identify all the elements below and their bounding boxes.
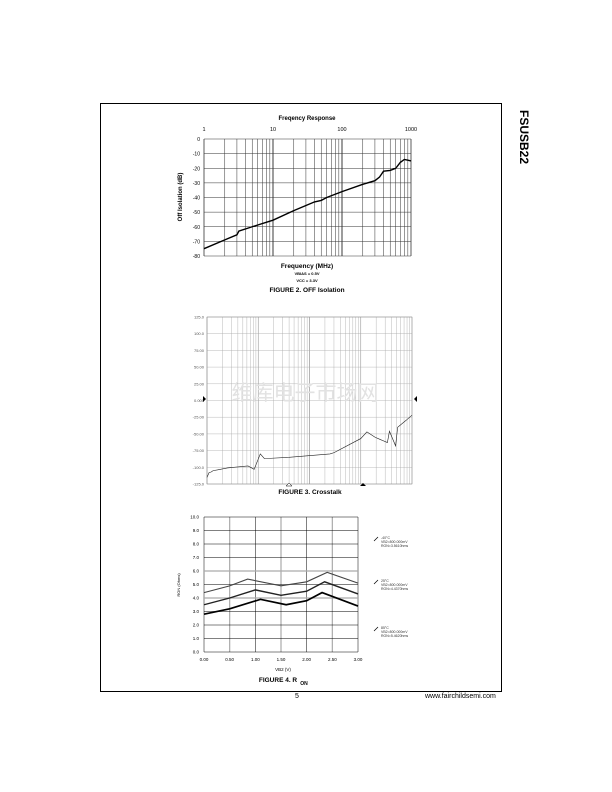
note-vbias: VBIAS = 0.5V bbox=[294, 271, 319, 276]
marker-left-icon bbox=[203, 396, 206, 402]
x-tick-label: 2.00 bbox=[302, 657, 311, 662]
x-axis-label: VB2 (V) bbox=[275, 667, 291, 672]
y-tick-label: -125.0 bbox=[193, 482, 205, 487]
marker-right-icon bbox=[414, 396, 417, 402]
y-tick-label: 75.00 bbox=[194, 348, 205, 353]
y-tick-label: 0 bbox=[197, 137, 200, 143]
series-line bbox=[203, 591, 359, 616]
y-tick-label: -50 bbox=[193, 210, 200, 216]
y-tick-label: 25.00 bbox=[194, 381, 205, 386]
figure-caption: FIGURE 4. R bbox=[259, 677, 298, 684]
x-tick-label: 2.50 bbox=[328, 657, 337, 662]
y-tick-label: 6.0 bbox=[193, 569, 200, 574]
y-tick-label: 100.0 bbox=[194, 331, 205, 336]
y-tick-label: -25.00 bbox=[193, 415, 205, 420]
legend-text: RON=4.4370hms bbox=[381, 587, 408, 591]
data-line bbox=[203, 158, 412, 250]
x-tick-label: 1.50 bbox=[277, 657, 286, 662]
x-tick-label: 3.00 bbox=[354, 657, 363, 662]
y-tick-label: 1.0 bbox=[193, 636, 200, 641]
x-axis-label: Frequency (MHz) bbox=[281, 263, 333, 270]
page-number: 5 bbox=[295, 693, 299, 700]
y-tick-label: -80 bbox=[193, 254, 200, 260]
y-tick-label: -40 bbox=[193, 196, 200, 202]
legend-marker-icon bbox=[373, 626, 379, 632]
legend-marker-icon bbox=[373, 579, 379, 585]
y-axis-label: RON (Ohms) bbox=[176, 573, 181, 597]
y-tick-label: -75.00 bbox=[193, 448, 205, 453]
chart-title: Freqency Response bbox=[278, 116, 336, 122]
y-tick-label: -10 bbox=[193, 152, 200, 158]
note-vcc: VCC = 3.3V bbox=[296, 278, 318, 283]
y-tick-label: 4.0 bbox=[193, 596, 200, 601]
y-tick-label: 0.0 bbox=[193, 650, 200, 655]
legend-text: 85°C bbox=[381, 626, 389, 630]
series-line bbox=[203, 581, 359, 606]
plot-border bbox=[206, 316, 413, 485]
y-tick-label: -60 bbox=[193, 225, 200, 231]
x-tick-label: 1.00 bbox=[251, 657, 260, 662]
y-tick-label: 7.0 bbox=[193, 555, 200, 560]
legend-text: VB2=800.000mV bbox=[381, 583, 408, 587]
y-tick-label: 9.0 bbox=[193, 528, 200, 533]
legend-text: 25°C bbox=[381, 579, 389, 583]
watermark: 维库电子市场网 bbox=[232, 381, 379, 405]
y-tick-label: -20 bbox=[193, 166, 200, 172]
y-tick-label: 8.0 bbox=[193, 542, 200, 547]
legend-text: VB2=800.000mV bbox=[381, 540, 408, 544]
legend-text: -40°C bbox=[381, 536, 390, 540]
footer-url: www.fairchildsemi.com bbox=[425, 693, 496, 700]
x-tick-label: 0.50 bbox=[225, 657, 234, 662]
legend-text: VB2=800.000mV bbox=[381, 630, 408, 634]
figure-caption: FIGURE 2. OFF Isolation bbox=[269, 287, 344, 294]
x-tick-label: 100 bbox=[337, 127, 346, 133]
figure-caption-subscript: ON bbox=[300, 681, 308, 687]
y-tick-label: 10.0 bbox=[190, 515, 199, 520]
y-tick-label: -70 bbox=[193, 239, 200, 245]
series-line bbox=[203, 571, 359, 594]
legend-text: RON=3.5610hms bbox=[381, 544, 408, 548]
data-line bbox=[206, 414, 413, 478]
y-tick-label: 125.0 bbox=[194, 315, 205, 320]
y-tick-label: 50.00 bbox=[194, 365, 205, 370]
x-tick-label: 1000 bbox=[405, 127, 417, 133]
figure-caption: FIGURE 3. Crosstalk bbox=[278, 489, 342, 496]
x-tick-label: 0.00 bbox=[200, 657, 209, 662]
x-tick-label: 10 bbox=[270, 127, 276, 133]
marker-triangle-icon bbox=[285, 482, 293, 487]
x-tick-label: 1 bbox=[202, 127, 205, 133]
y-tick-label: 3.0 bbox=[193, 609, 200, 614]
page-frame bbox=[100, 103, 502, 692]
y-tick-label: 2.0 bbox=[193, 623, 200, 628]
y-tick-label: -50.00 bbox=[193, 431, 205, 436]
y-tick-label: -30 bbox=[193, 181, 200, 187]
y-tick-label: -100.0 bbox=[193, 465, 205, 470]
legend-text: RON=5.4620hms bbox=[381, 634, 408, 638]
legend-marker-icon bbox=[373, 536, 379, 542]
y-tick-label: 0.000 bbox=[194, 398, 205, 403]
y-axis-label: Off Isolation (dB) bbox=[178, 173, 184, 222]
y-tick-label: 5.0 bbox=[193, 582, 200, 587]
marker-triangle-filled-icon bbox=[360, 483, 366, 486]
